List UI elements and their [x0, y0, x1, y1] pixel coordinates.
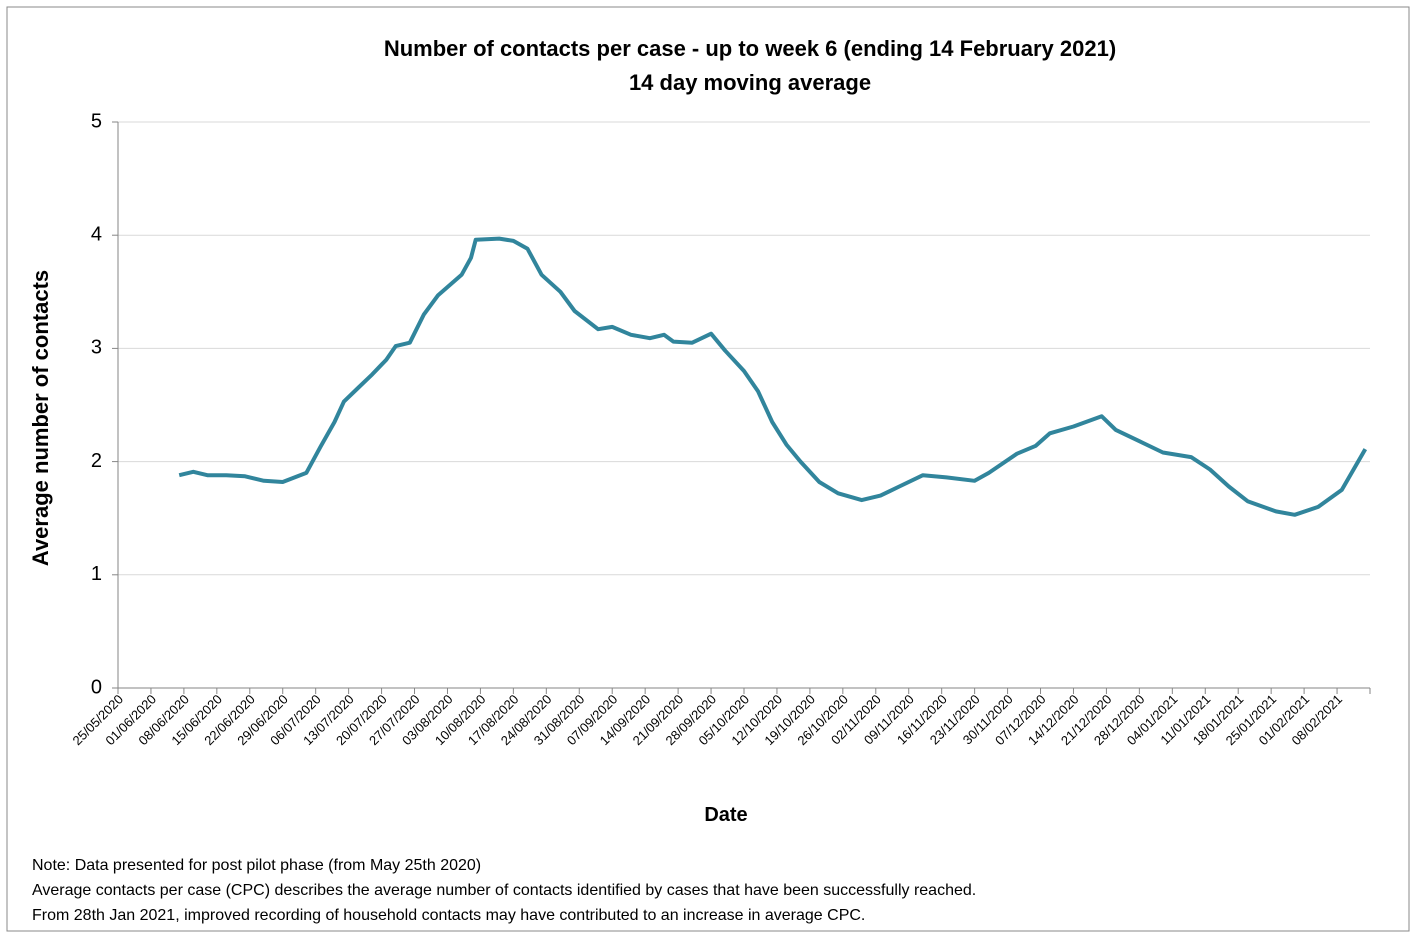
- chart-title: Number of contacts per case - up to week…: [384, 36, 1116, 61]
- y-tick-label: 3: [91, 337, 102, 359]
- note: Note: Data presented for post pilot phas…: [32, 857, 481, 874]
- line: [178, 236, 1368, 517]
- frame: [6, 6, 1410, 932]
- y-tick-label: 0: [91, 676, 102, 698]
- chart-subtitle: 14 day moving average: [629, 70, 871, 95]
- y-tick-label: 2: [91, 450, 102, 472]
- y-tick-label: 4: [91, 223, 102, 245]
- y-tick-label: 5: [91, 110, 102, 132]
- x-axis-label: Date: [704, 804, 747, 826]
- y-tick-label: 1: [91, 563, 102, 585]
- y-axis-label: Average number of contacts: [28, 270, 53, 566]
- note: Average contacts per case (CPC) describe…: [32, 882, 976, 899]
- note: From 28th Jan 2021, improved recording o…: [32, 907, 865, 924]
